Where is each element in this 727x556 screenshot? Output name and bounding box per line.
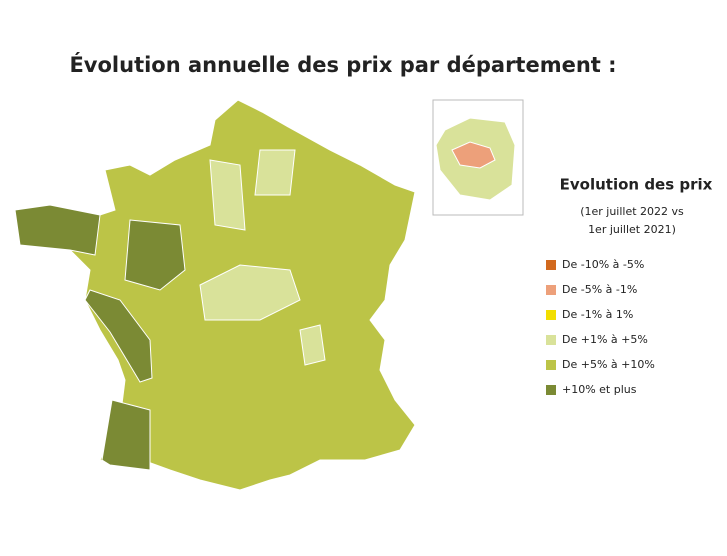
legend: De -10% à -5% De -5% à -1% De -1% à 1% De +…	[546, 258, 655, 396]
region-pale	[299, 324, 326, 366]
legend-label: De +5% à +10%	[562, 358, 655, 371]
legend-label: De -1% à 1%	[562, 308, 633, 321]
region-pale	[199, 264, 301, 321]
legend-title: Evolution des prix	[560, 176, 713, 194]
legend-subtitle: (1er juillet 2022 vs	[580, 205, 684, 218]
france-map	[14, 99, 416, 491]
legend-swatch	[546, 310, 556, 320]
legend-swatch	[546, 335, 556, 345]
legend-label: De -5% à -1%	[562, 283, 637, 296]
region-dark	[14, 204, 101, 256]
region-pale	[209, 159, 246, 231]
legend-label: De +1% à +5%	[562, 333, 648, 346]
legend-subtitle: 1er juillet 2021)	[588, 223, 676, 236]
title: Évolution annuelle des prix par départem…	[69, 52, 616, 77]
legend-swatch	[546, 385, 556, 395]
paris-inset	[432, 99, 524, 216]
region-dark	[124, 219, 186, 291]
legend-swatch	[546, 285, 556, 295]
legend-label: De -10% à -5%	[562, 258, 644, 271]
legend-swatch	[546, 360, 556, 370]
inset-paris	[451, 141, 496, 169]
region-dark	[101, 399, 151, 471]
legend-label: +10% et plus	[562, 383, 637, 396]
region-dark	[84, 289, 153, 383]
region-pale	[254, 149, 296, 196]
legend-swatch	[546, 260, 556, 270]
